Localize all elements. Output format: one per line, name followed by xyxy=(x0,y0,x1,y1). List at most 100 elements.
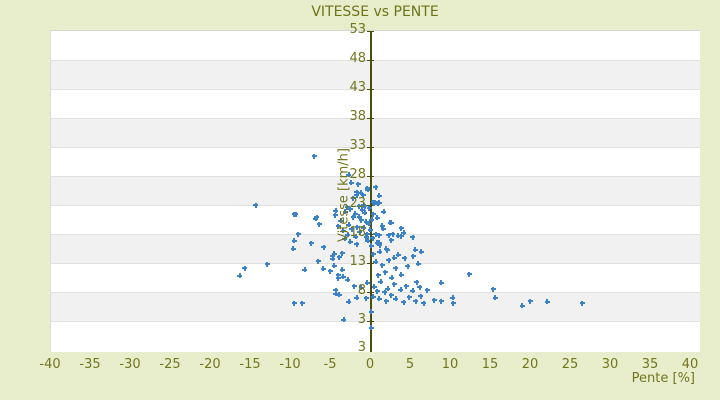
data-point xyxy=(383,298,389,304)
data-point xyxy=(345,277,351,283)
data-point xyxy=(320,266,326,272)
data-point xyxy=(410,288,416,294)
data-point xyxy=(417,284,423,290)
gridline xyxy=(51,60,700,61)
data-point xyxy=(368,325,374,331)
data-point xyxy=(344,204,350,210)
data-point xyxy=(364,231,370,237)
y-axis-tick xyxy=(367,89,374,90)
data-point xyxy=(341,317,347,323)
plot-area xyxy=(50,30,700,352)
y-tick-label: 43 xyxy=(349,80,366,95)
data-point xyxy=(381,209,387,215)
y-tick-label: 3 xyxy=(357,312,366,327)
gridline xyxy=(51,176,700,177)
x-tick-label: -20 xyxy=(199,357,221,372)
x-tick-label: 40 xyxy=(681,357,699,372)
data-point xyxy=(382,269,388,275)
x-tick-label: -5 xyxy=(323,357,337,372)
data-point xyxy=(366,221,372,227)
data-point xyxy=(356,214,362,220)
data-point xyxy=(346,172,352,178)
y-axis-line xyxy=(370,31,372,352)
data-point xyxy=(371,284,377,290)
data-point xyxy=(414,279,420,285)
y-axis-tick xyxy=(367,118,374,119)
data-point xyxy=(450,295,456,301)
data-point xyxy=(376,232,382,238)
data-point xyxy=(388,292,394,298)
data-point xyxy=(331,251,337,257)
data-point xyxy=(403,283,409,289)
data-point xyxy=(377,249,383,255)
x-tick-label: -35 xyxy=(79,357,101,372)
data-point xyxy=(349,226,355,232)
x-tick-label: 10 xyxy=(441,357,459,372)
data-point xyxy=(360,192,366,198)
data-point xyxy=(406,294,412,300)
data-point xyxy=(347,239,353,245)
data-point xyxy=(293,211,299,217)
plot-band xyxy=(51,147,700,176)
data-point xyxy=(374,288,380,294)
data-point xyxy=(364,185,370,191)
data-point xyxy=(354,295,360,301)
data-point xyxy=(376,296,382,302)
data-point xyxy=(395,252,401,258)
data-point xyxy=(579,300,585,306)
y-axis-tick xyxy=(367,147,374,148)
data-point xyxy=(385,286,391,292)
chart-title: VITESSE vs PENTE xyxy=(311,4,439,20)
data-point xyxy=(370,235,376,241)
data-point xyxy=(431,297,437,303)
data-point xyxy=(401,299,407,305)
data-point xyxy=(355,181,361,187)
plot-band xyxy=(51,321,700,352)
data-point xyxy=(370,199,376,205)
data-point xyxy=(388,237,394,243)
data-point xyxy=(363,234,369,240)
data-point xyxy=(299,300,305,306)
data-point xyxy=(402,255,408,261)
data-point xyxy=(413,298,419,304)
x-tick-label: -25 xyxy=(159,357,181,372)
x-tick-label: -15 xyxy=(239,357,261,372)
data-point xyxy=(358,190,364,196)
data-point xyxy=(330,253,336,259)
x-tick-label: 25 xyxy=(561,357,579,372)
data-point xyxy=(342,209,348,215)
data-point xyxy=(369,217,375,222)
data-point xyxy=(290,246,296,251)
y-axis-bottom-label: 3 xyxy=(357,340,366,355)
y-axis-tick xyxy=(367,31,374,32)
y-axis-tick xyxy=(367,292,374,293)
data-point xyxy=(314,214,320,220)
gridline xyxy=(51,89,700,90)
y-tick-label: 28 xyxy=(349,167,366,182)
x-axis-title: Pente [%] xyxy=(631,371,695,386)
data-point xyxy=(393,265,399,271)
data-point xyxy=(308,240,314,246)
data-point xyxy=(366,205,372,211)
data-point xyxy=(315,258,321,264)
data-point xyxy=(354,224,360,230)
gridline xyxy=(51,292,700,293)
data-point xyxy=(302,267,308,273)
data-point xyxy=(367,227,373,233)
data-point xyxy=(356,203,362,209)
data-point xyxy=(373,259,379,265)
x-tick-label: 0 xyxy=(365,357,375,372)
data-point xyxy=(386,232,392,238)
data-point xyxy=(365,238,371,244)
data-point xyxy=(378,279,384,285)
data-point xyxy=(242,265,248,271)
y-tick-label: 38 xyxy=(349,109,366,124)
data-point xyxy=(379,223,385,229)
data-point xyxy=(418,293,424,299)
data-point xyxy=(415,261,421,267)
data-point xyxy=(398,287,404,293)
data-point xyxy=(384,247,390,253)
data-point xyxy=(374,240,380,246)
data-point xyxy=(358,285,364,291)
data-point xyxy=(401,230,407,236)
